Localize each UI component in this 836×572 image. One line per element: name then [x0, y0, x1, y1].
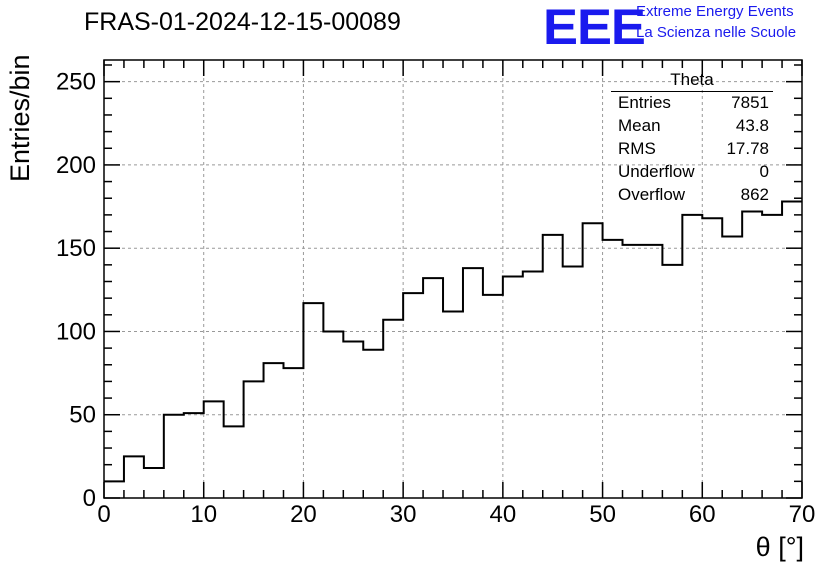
- y-tick-labels: 0 50 100 150 200 250: [56, 69, 96, 512]
- y-tick-label: 50: [69, 402, 96, 429]
- x-tick-label: 30: [390, 501, 417, 528]
- histogram-line: [104, 200, 802, 483]
- stats-title: Theta: [670, 70, 714, 89]
- x-tick-label: 10: [190, 501, 217, 528]
- x-tick-label: 70: [789, 501, 816, 528]
- x-tick-label: 60: [689, 501, 716, 528]
- y-tick-label: 0: [83, 485, 96, 512]
- x-tick-label: 40: [490, 501, 517, 528]
- x-tick-labels: 0 10 20 30 40 50 60 70: [97, 501, 815, 528]
- y-tick-label: 100: [56, 318, 96, 345]
- logo-line-2: La Scienza nelle Scuole: [636, 24, 797, 41]
- y-tick-label: 250: [56, 69, 96, 96]
- x-tick-label: 50: [589, 501, 616, 528]
- axis-ticks: [103, 60, 803, 499]
- x-axis-label: θ [°]: [755, 532, 804, 562]
- eee-logo: EEE: [543, 0, 646, 55]
- stats-value: 7851: [731, 93, 769, 112]
- stats-label: Mean: [618, 116, 661, 135]
- chart-title: FRAS-01-2024-12-15-00089: [84, 8, 401, 36]
- y-tick-label: 150: [56, 235, 96, 262]
- stats-value: 862: [740, 185, 769, 204]
- y-tick-label: 200: [56, 152, 96, 179]
- stats-label: Underflow: [618, 162, 695, 181]
- plot-frame: [103, 59, 803, 499]
- x-tick-label: 0: [97, 501, 110, 528]
- grid-lines: [104, 60, 802, 498]
- stats-label: Overflow: [618, 185, 686, 204]
- y-axis-label: Entries/bin: [5, 54, 35, 182]
- stats-label: RMS: [618, 139, 656, 158]
- stats-label: Entries: [618, 93, 671, 112]
- stats-box: Theta Entries 7851 Mean 43.8 RMS 17.78 U…: [611, 70, 773, 210]
- stats-divider: [611, 91, 773, 92]
- stats-value: 43.8: [735, 116, 769, 135]
- x-tick-label: 20: [290, 501, 317, 528]
- stats-value: 17.78: [726, 139, 769, 158]
- logo-line-1: Extreme Energy Events: [636, 3, 794, 20]
- stats-value: 0: [759, 162, 769, 181]
